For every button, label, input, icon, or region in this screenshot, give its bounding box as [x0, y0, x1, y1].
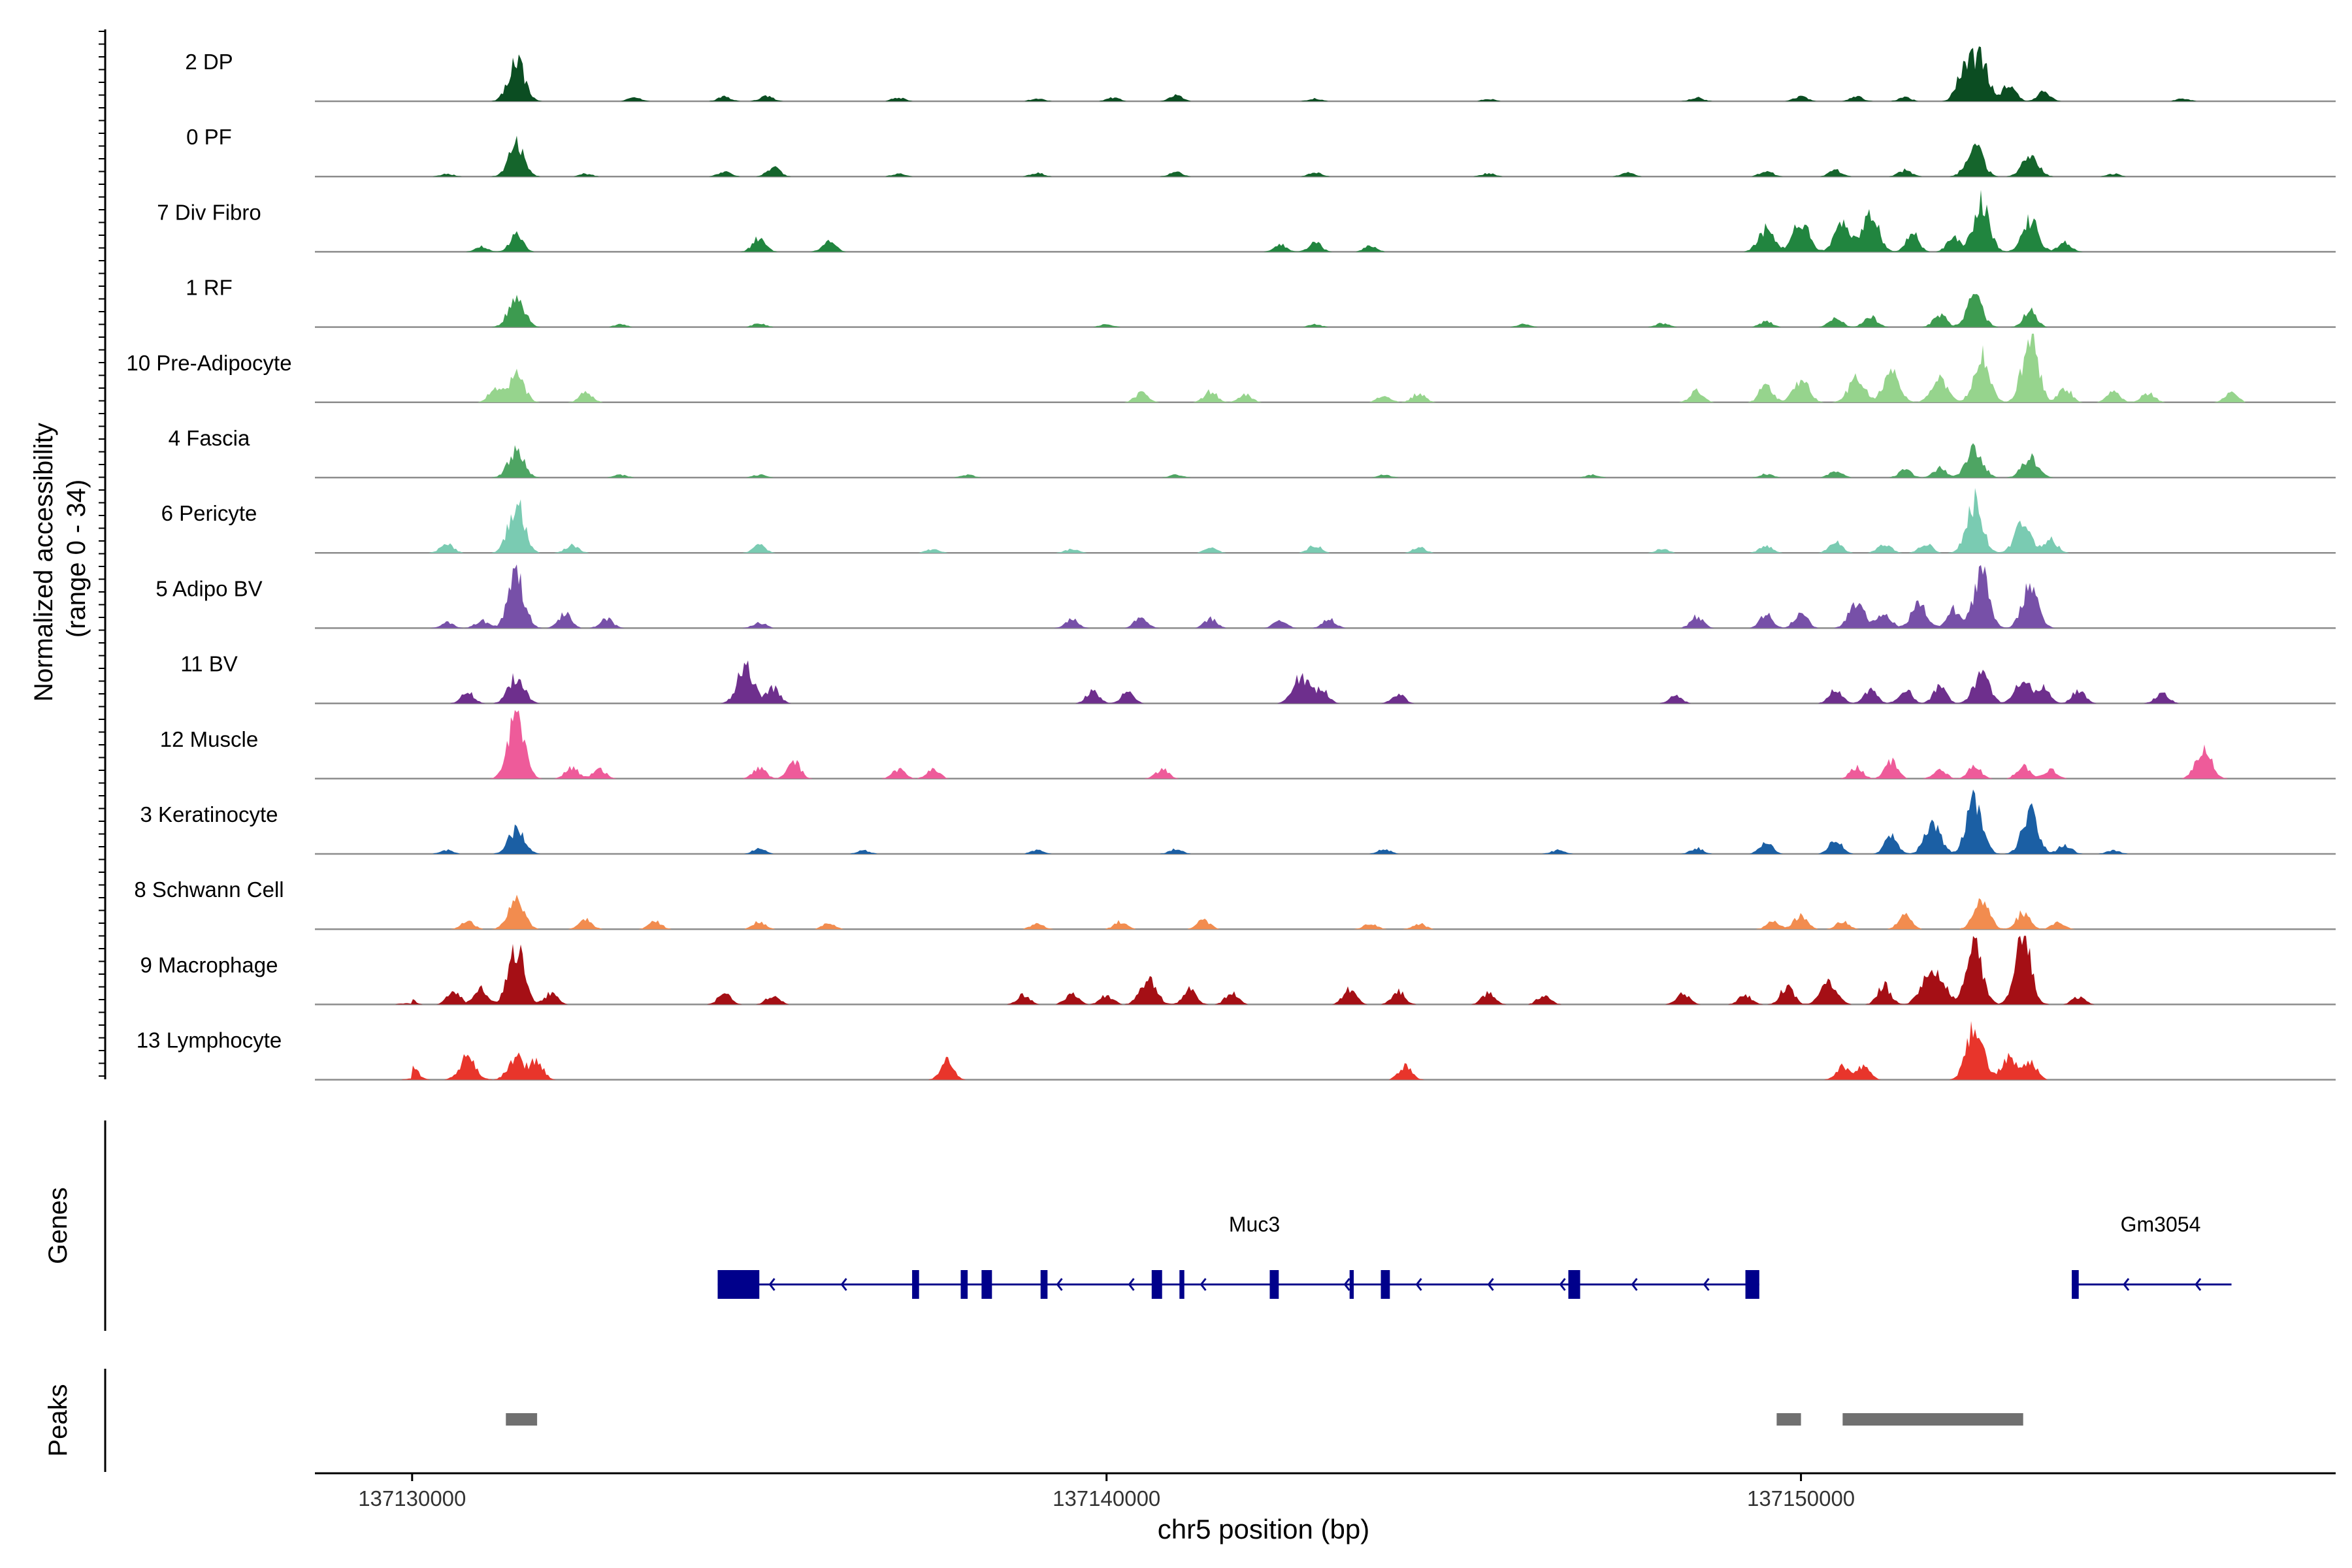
track-label: 0 PF	[186, 125, 232, 149]
strand-arrow	[1056, 1278, 1063, 1291]
x-tick-label: 137140000	[1053, 1486, 1160, 1511]
track-signal	[315, 710, 2336, 779]
track-4: 1 RF	[186, 276, 2336, 328]
gene-Muc3: Muc3	[717, 1213, 1759, 1299]
track-signal	[315, 135, 2336, 177]
exon	[1040, 1270, 1048, 1299]
y-axis-label-line1: Normalized accessibility	[29, 423, 58, 702]
strand-arrow	[1415, 1278, 1422, 1291]
exon	[1349, 1270, 1354, 1299]
exon	[960, 1270, 968, 1299]
track-13: 9 Macrophage	[140, 936, 2336, 1005]
track-label: 5 Adipo BV	[155, 576, 262, 600]
track-signal	[315, 443, 2336, 478]
track-12: 8 Schwann Cell	[134, 877, 2336, 930]
exon	[981, 1270, 992, 1299]
track-signal	[315, 936, 2336, 1005]
track-label: 8 Schwann Cell	[134, 877, 284, 902]
track-11: 3 Keratinocyte	[140, 789, 2336, 855]
track-label: 10 Pre-Adipocyte	[126, 351, 291, 375]
track-signal	[315, 487, 2336, 553]
track-signal	[315, 46, 2336, 101]
exon	[1380, 1270, 1390, 1299]
track-signal	[315, 564, 2336, 629]
track-9: 11 BV	[180, 652, 2336, 704]
x-tick-label: 137130000	[358, 1486, 466, 1511]
strand-arrow	[768, 1278, 776, 1291]
track-6: 4 Fascia	[169, 426, 2336, 479]
gene-name: Gm3054	[2121, 1213, 2201, 1236]
track-1: 2 DP	[185, 46, 2336, 103]
track-5: 10 Pre-Adipocyte	[126, 333, 2336, 404]
track-label: 11 BV	[180, 652, 237, 676]
track-signal	[315, 789, 2336, 854]
track-8: 5 Adipo BV	[155, 564, 2336, 629]
strand-arrow	[1487, 1278, 1494, 1291]
peak-region	[1776, 1413, 1801, 1426]
coverage-tracks: 2 DP 0 PF 7 Div Fibro 1 RF 10 Pre-Adipocyte 4…	[126, 46, 2336, 1081]
accessibility-axis-ticks	[99, 31, 105, 1077]
track-label: 9 Macrophage	[140, 953, 278, 977]
y-axis-label-line2: (range 0 - 34)	[62, 480, 91, 638]
track-14: 13 Lymphocyte	[137, 1021, 2336, 1081]
track-2: 0 PF	[186, 125, 2336, 178]
x-axis-label: chr5 position (bp)	[1158, 1514, 1370, 1544]
x-tick-label: 137150000	[1747, 1486, 1855, 1511]
track-7: 6 Pericyte	[161, 487, 2336, 554]
peak-region	[1842, 1413, 2023, 1426]
strand-arrow	[1128, 1278, 1135, 1291]
peak-region	[506, 1413, 538, 1426]
exon	[1568, 1270, 1580, 1299]
peak-track	[506, 1413, 2023, 1426]
strand-arrow	[2123, 1278, 2130, 1291]
track-label: 7 Div Fibro	[157, 200, 261, 224]
gene-name: Muc3	[1229, 1213, 1280, 1236]
peaks-label: Peaks	[44, 1384, 73, 1456]
exon	[2072, 1270, 2079, 1299]
track-signal	[315, 1021, 2336, 1080]
track-label: 13 Lymphocyte	[137, 1028, 282, 1053]
track-label: 4 Fascia	[169, 426, 250, 450]
strand-arrow	[840, 1278, 847, 1291]
y-axis-label: Normalized accessibility (range 0 - 34)	[29, 416, 91, 702]
strand-arrow	[1703, 1278, 1710, 1291]
genes-label: Genes	[44, 1187, 73, 1264]
track-label: 1 RF	[186, 276, 233, 300]
gene-annotation-track: Muc3 Gm3054	[717, 1213, 2232, 1299]
track-signal	[315, 333, 2336, 402]
track-label: 6 Pericyte	[161, 501, 257, 525]
x-axis-ticks: 137130000 137140000 137150000	[358, 1473, 1855, 1511]
track-signal	[315, 189, 2336, 252]
track-10: 12 Muscle	[160, 710, 2336, 780]
gene-Gm3054: Gm3054	[2072, 1213, 2232, 1299]
exon	[717, 1270, 760, 1299]
track-label: 3 Keratinocyte	[140, 802, 278, 826]
track-label: 2 DP	[185, 50, 233, 74]
track-label: 12 Muscle	[160, 727, 258, 751]
track-signal	[315, 294, 2336, 327]
track-3: 7 Div Fibro	[157, 189, 2336, 253]
strand-arrow	[1200, 1278, 1207, 1291]
strand-arrow	[1343, 1278, 1350, 1291]
exon	[1151, 1270, 1162, 1299]
exon	[1745, 1270, 1759, 1299]
strand-arrow	[1559, 1278, 1566, 1291]
strand-arrow	[2195, 1278, 2202, 1291]
exon	[1179, 1270, 1184, 1299]
exon	[1269, 1270, 1279, 1299]
strand-arrow	[1631, 1278, 1638, 1291]
track-signal	[315, 660, 2336, 704]
track-signal	[315, 894, 2336, 930]
exon	[912, 1270, 919, 1299]
